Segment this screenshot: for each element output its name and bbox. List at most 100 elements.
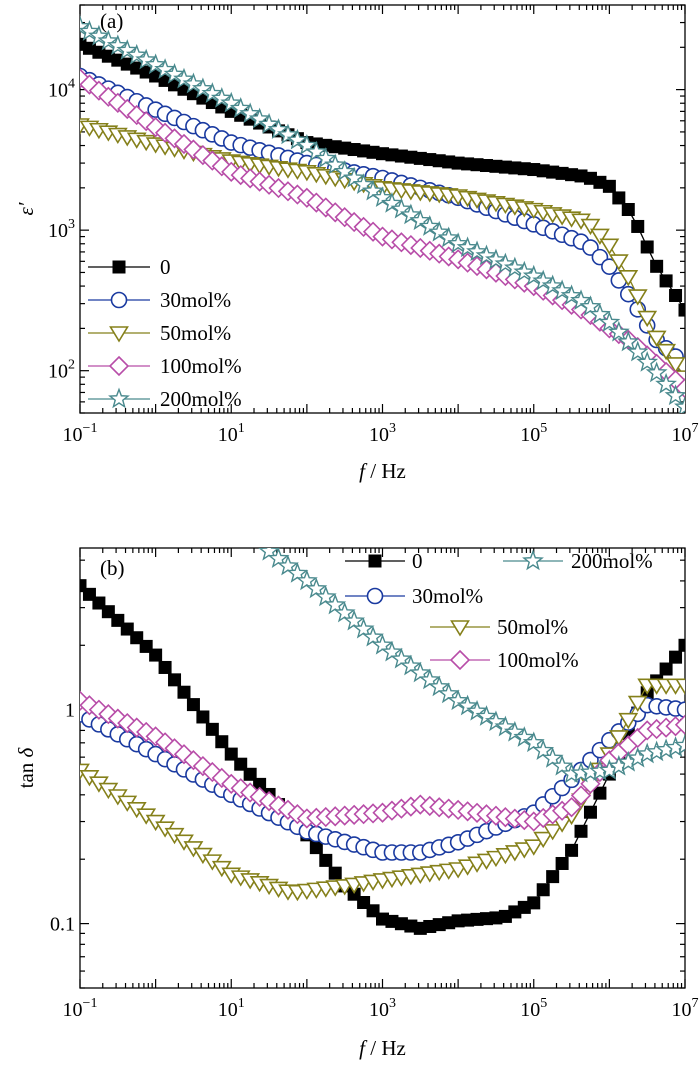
data-point — [186, 698, 200, 712]
data-point — [650, 259, 664, 273]
legend: 0 30mol% 50mol% 100mol% 200mol% — [88, 255, 242, 411]
data-point — [656, 343, 677, 361]
data-point — [570, 785, 592, 806]
data-point — [665, 357, 685, 374]
y-axis-title: tan δ — [14, 746, 38, 788]
data-point — [466, 240, 488, 262]
data-point — [598, 311, 621, 332]
data-point — [309, 841, 323, 855]
data-point — [590, 228, 610, 245]
data-point — [542, 824, 563, 841]
data-point — [243, 767, 257, 781]
legend: 0 30mol% 50mol% 100mol% 200mol% — [345, 549, 653, 672]
data-point — [637, 310, 658, 328]
data-point — [618, 270, 639, 287]
data-point — [173, 67, 195, 89]
data-point — [541, 746, 564, 768]
data-point — [437, 226, 460, 248]
data-point — [343, 609, 366, 631]
x-tick-label: 105 — [520, 421, 547, 446]
data-point — [513, 726, 536, 747]
data-point — [158, 660, 172, 674]
data-point — [447, 232, 470, 254]
data-point — [267, 118, 290, 139]
data-point — [135, 48, 158, 70]
data-point — [456, 694, 479, 716]
data-point — [631, 219, 645, 233]
data-point — [371, 186, 394, 208]
data-point — [607, 320, 630, 342]
data-point — [659, 662, 673, 676]
data-point — [201, 82, 224, 103]
series-100molpct — [80, 690, 685, 832]
legend-label: 200mol% — [160, 387, 242, 411]
legend-marker — [108, 387, 130, 409]
legend-label: 30mol% — [412, 584, 483, 608]
legend-label: 100mol% — [160, 354, 242, 378]
data-point — [532, 269, 555, 291]
data-point — [533, 831, 554, 849]
legend-label: 200mol% — [571, 549, 653, 573]
data-point — [551, 279, 574, 301]
data-point — [527, 896, 541, 910]
data-point — [494, 715, 517, 737]
data-point — [106, 34, 129, 56]
data-point — [565, 843, 579, 857]
data-point — [258, 112, 280, 134]
series-200molpct — [80, 15, 685, 413]
data-point — [253, 777, 267, 791]
x-tick-label: 10−1 — [63, 996, 98, 1021]
data-point — [328, 866, 342, 880]
data-point — [621, 203, 635, 217]
data-point — [97, 29, 120, 51]
data-point — [513, 260, 536, 282]
data-point — [168, 673, 182, 687]
data-point — [381, 192, 403, 213]
data-point — [205, 722, 219, 736]
legend-label: 0 — [160, 255, 171, 279]
legend-marker — [112, 260, 126, 274]
data-point — [295, 569, 318, 591]
data-point — [144, 53, 167, 75]
x-tick-label: 103 — [369, 421, 396, 446]
data-point — [608, 254, 629, 271]
data-point — [626, 340, 649, 362]
data-point — [579, 295, 602, 317]
data-point — [503, 720, 526, 742]
data-point — [617, 330, 640, 352]
data-point — [224, 747, 238, 761]
legend-marker — [109, 326, 129, 343]
x-tick-label: 107 — [672, 996, 699, 1021]
data-point — [664, 384, 685, 406]
data-point — [574, 824, 588, 838]
data-point — [314, 585, 337, 607]
x-axis-title: f / Hz — [359, 1036, 406, 1060]
data-point — [234, 757, 248, 771]
legend-marker — [110, 291, 128, 309]
data-point — [362, 625, 384, 647]
data-point — [588, 303, 611, 324]
data-point — [333, 601, 356, 623]
data-point — [409, 209, 432, 231]
data-point — [229, 97, 252, 118]
data-point — [466, 699, 488, 721]
data-point — [583, 805, 597, 819]
y-tick-label: 0.1 — [50, 914, 75, 936]
data-point — [608, 730, 629, 747]
data-point — [80, 579, 87, 593]
legend-label: 50mol% — [497, 615, 568, 639]
data-point — [503, 256, 526, 278]
data-point — [286, 128, 309, 150]
x-tick-label: 101 — [218, 996, 245, 1021]
data-point — [196, 710, 210, 724]
data-point — [163, 62, 186, 84]
legend-marker — [366, 587, 384, 605]
data-point — [599, 238, 620, 255]
data-point — [248, 107, 271, 129]
data-point — [674, 395, 685, 413]
data-point — [494, 252, 517, 274]
data-point — [239, 102, 262, 124]
data-point — [555, 856, 569, 870]
data-point — [669, 288, 683, 302]
